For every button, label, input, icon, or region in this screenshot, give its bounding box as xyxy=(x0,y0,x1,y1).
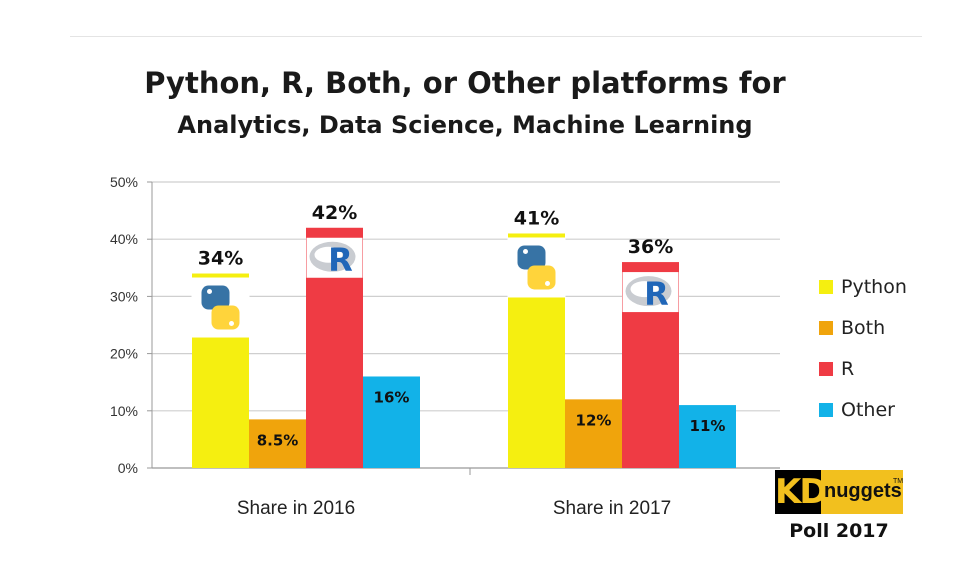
data-label: 11% xyxy=(690,417,726,435)
r-logo-letter: R xyxy=(328,241,353,279)
legend-swatch xyxy=(819,361,833,376)
y-tick-label: 20% xyxy=(110,346,138,362)
legend-swatch xyxy=(819,402,833,417)
kdnuggets-logo-tm: TM xyxy=(893,478,904,485)
python-logo-eye xyxy=(523,248,528,254)
legend-swatch xyxy=(819,279,833,294)
legend-item-r: R xyxy=(819,348,907,389)
legend-label: Other xyxy=(841,398,895,421)
legend: Python Both R Other xyxy=(819,266,907,430)
x-category-label: Share in 2017 xyxy=(553,498,671,519)
y-tick-label: 0% xyxy=(118,460,138,476)
kdnuggets-logo-kd: KD xyxy=(775,470,828,514)
python-logo-eye xyxy=(207,289,212,295)
legend-item-other: Other xyxy=(819,389,907,430)
data-label: 41% xyxy=(514,207,559,229)
poll-label: Poll 2017 xyxy=(789,520,889,542)
legend-item-python: Python xyxy=(819,266,907,307)
legend-label: R xyxy=(841,357,855,380)
data-label: 12% xyxy=(576,411,612,429)
data-label: 34% xyxy=(198,248,243,270)
y-tick-label: 40% xyxy=(110,231,138,247)
bar-both-2 xyxy=(565,399,622,468)
bar-other-1 xyxy=(363,376,420,468)
chart-title: Python, R, Both, or Other platforms for xyxy=(144,66,786,100)
bar-other-2 xyxy=(679,405,736,468)
chart-subtitle: Analytics, Data Science, Machine Learnin… xyxy=(177,111,753,139)
legend-label: Python xyxy=(841,275,907,298)
legend-label: Both xyxy=(841,316,886,339)
top-divider xyxy=(70,36,922,37)
data-label: 16% xyxy=(374,388,410,406)
r-logo-hole xyxy=(314,246,343,263)
y-tick-label: 30% xyxy=(110,288,138,304)
data-label: 8.5% xyxy=(257,431,299,449)
x-category-label: Share in 2016 xyxy=(237,498,355,519)
python-logo-yellow xyxy=(527,265,556,290)
bar-both-1 xyxy=(249,419,306,468)
data-label: 42% xyxy=(312,202,357,224)
python-logo-eye xyxy=(229,321,234,327)
y-tick-label: 50% xyxy=(110,174,138,190)
y-tick-label: 10% xyxy=(110,403,138,419)
kdnuggets-logo: KD nuggets TM xyxy=(775,470,903,514)
legend-item-both: Both xyxy=(819,307,907,348)
python-logo-yellow xyxy=(211,305,240,330)
r-logo-hole xyxy=(630,281,659,298)
r-logo-letter: R xyxy=(644,275,669,313)
data-label: 36% xyxy=(628,236,673,258)
python-logo-eye xyxy=(545,280,550,286)
kdnuggets-logo-text: nuggets xyxy=(824,480,902,502)
legend-swatch xyxy=(819,320,833,335)
